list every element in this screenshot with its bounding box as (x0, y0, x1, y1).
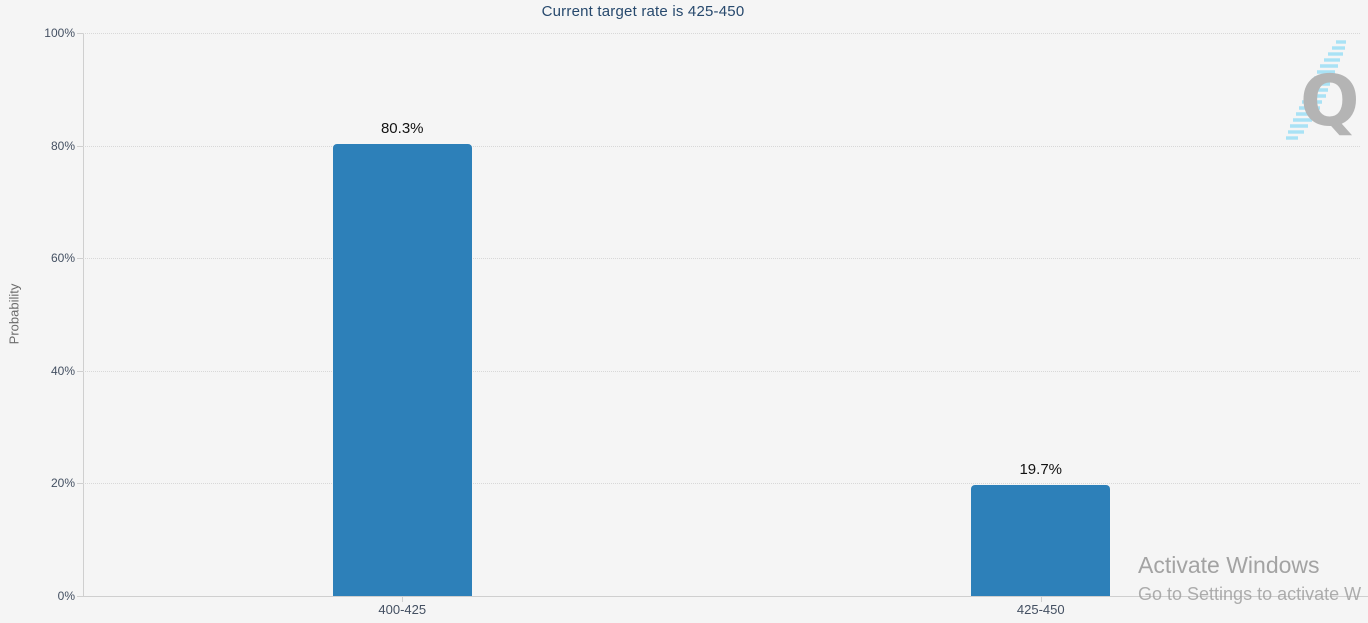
y-axis-line (83, 33, 84, 596)
y-axis-tick (77, 145, 83, 147)
y-axis-tick (77, 596, 83, 597)
activate-windows-watermark: Activate Windows Go to Settings to activ… (1138, 552, 1368, 605)
y-axis-tick (77, 370, 83, 372)
bar-425-450[interactable] (971, 485, 1111, 596)
gridline-20% (83, 483, 1360, 485)
y-tick-label: 20% (50, 476, 75, 491)
y-tick-label: 0% (57, 589, 75, 603)
x-tick-label: 400-425 (378, 602, 427, 617)
bar-value-label: 19.7% (1019, 461, 1063, 479)
x-axis-tick (402, 596, 404, 602)
y-tick-label: 60% (50, 251, 75, 266)
activate-windows-line1: Activate Windows (1138, 552, 1320, 578)
y-axis-tick (77, 483, 83, 485)
gridline-60% (83, 258, 1360, 260)
chart-title: Current target rate is 425-450 (541, 3, 745, 20)
x-tick-label: 425-450 (1016, 602, 1065, 617)
y-axis-tick (77, 258, 83, 260)
y-axis-title: Probability (6, 283, 22, 345)
bar-400-425[interactable] (332, 143, 472, 596)
logo-stripes (1286, 40, 1346, 140)
gridline-100% (83, 33, 1360, 34)
quikstrike-logo-watermark: Q (1286, 40, 1360, 142)
activate-windows-line2: Go to Settings to activate W (1138, 584, 1362, 604)
y-tick-label: 40% (50, 363, 75, 378)
x-axis-line (83, 596, 1368, 597)
y-tick-label: 80% (50, 138, 75, 153)
bar-value-label: 80.3% (380, 119, 424, 137)
y-tick-label: 100% (44, 26, 75, 40)
logo-letter-q: Q (1300, 60, 1360, 142)
gridline-80% (83, 145, 1360, 147)
y-axis-tick (77, 33, 83, 34)
gridline-40% (83, 370, 1360, 372)
x-axis-tick (1040, 596, 1042, 602)
